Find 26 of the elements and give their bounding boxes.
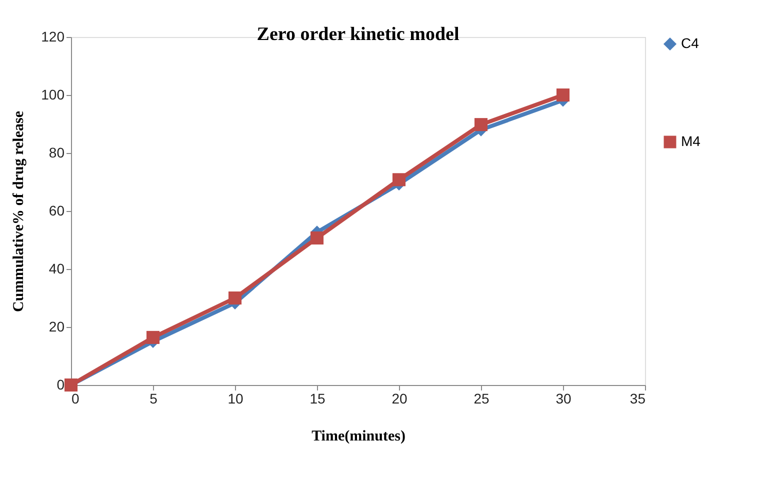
y-axis-title: Cummulative% of drug release <box>11 110 28 312</box>
point <box>556 88 570 102</box>
legend-label: M4 <box>681 133 701 149</box>
chart-title: Zero order kinetic model <box>256 24 460 45</box>
y-tick-label: 80 <box>48 144 65 160</box>
x-tick-label: 10 <box>228 390 244 406</box>
y-tick-label: 20 <box>48 318 65 334</box>
y-tick-label: 60 <box>48 202 65 218</box>
x-tick-label: 25 <box>474 390 490 406</box>
legend-label: C4 <box>681 35 700 51</box>
x-tick-label: 15 <box>310 390 326 406</box>
x-tick-label: 35 <box>630 390 646 406</box>
x-tick-label: 20 <box>392 390 408 406</box>
y-tick-label: 40 <box>48 260 65 276</box>
y-tick-label: 100 <box>41 86 65 102</box>
point <box>310 231 324 244</box>
x-tick-label: 30 <box>556 390 572 406</box>
point <box>228 291 242 305</box>
y-tick-label: 120 <box>41 28 65 44</box>
y-tick-label: 0 <box>56 376 65 392</box>
point <box>474 118 488 132</box>
x-axis-title: Time(minutes) <box>312 428 406 444</box>
x-tick-label: 5 <box>150 390 158 406</box>
point <box>392 173 406 186</box>
point <box>146 330 160 344</box>
x-tick-label: 0 <box>72 390 80 406</box>
